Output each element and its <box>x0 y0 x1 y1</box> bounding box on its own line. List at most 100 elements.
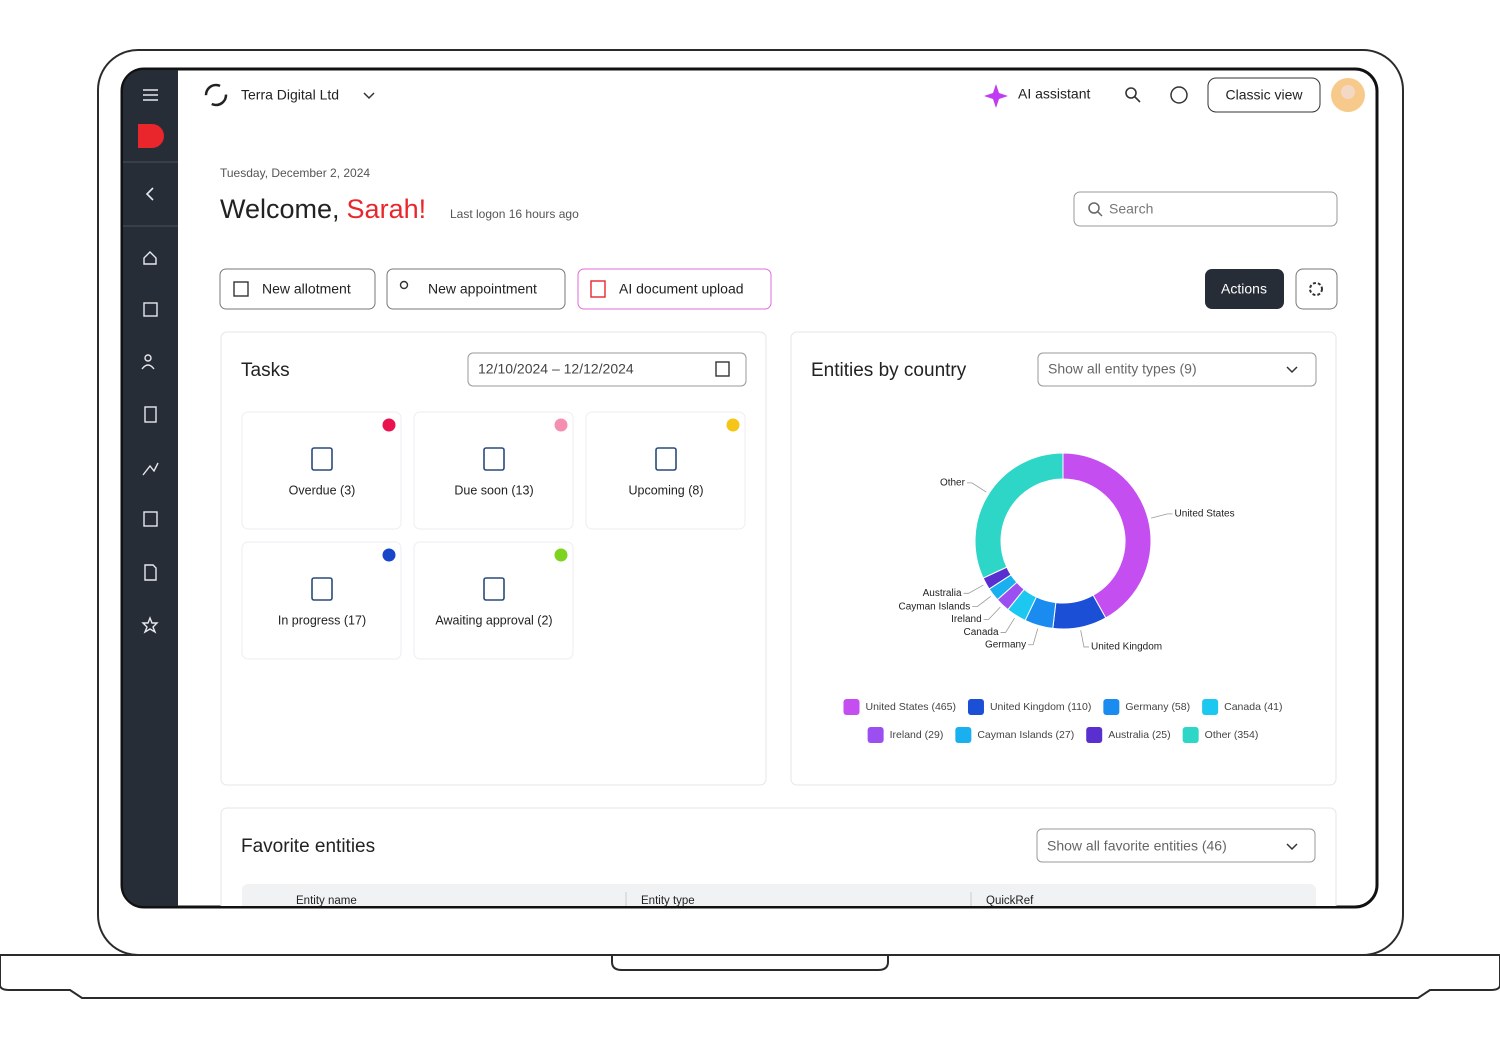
task-icon <box>311 447 333 471</box>
search-icon[interactable] <box>1125 87 1141 103</box>
table-header <box>242 884 1316 906</box>
date-range-input[interactable] <box>467 352 747 387</box>
task-icon <box>483 577 505 601</box>
slice-label: Cayman Islands <box>899 601 971 612</box>
column-header: Entity name <box>296 895 357 907</box>
legend-label: Germany (58) <box>1125 701 1190 713</box>
actions-button[interactable] <box>1205 269 1284 309</box>
leader-line <box>1000 617 1015 633</box>
avatar-face <box>1341 85 1355 99</box>
welcome: Welcome, Sarah! <box>220 194 426 224</box>
legend-label: Ireland (29) <box>890 729 944 741</box>
legend-swatch <box>1086 727 1103 743</box>
favorites-filter-label: Show all favorite entities (46) <box>1047 838 1227 854</box>
button-label: New appointment <box>428 281 537 297</box>
task-icon <box>483 447 505 471</box>
nav-file[interactable] <box>144 564 157 581</box>
nav-docs[interactable] <box>144 406 157 423</box>
help-icon[interactable] <box>1170 86 1188 104</box>
status-dot <box>726 418 740 432</box>
leader-line <box>1028 628 1039 646</box>
leader-line <box>1150 513 1173 519</box>
app: Terra Digital Ltd AI assistant Classic v… <box>123 70 1365 907</box>
slice[interactable] <box>1062 452 1152 619</box>
collapse-icon[interactable] <box>145 187 154 201</box>
search-box[interactable] <box>1073 191 1338 227</box>
settings-button[interactable] <box>1295 268 1338 310</box>
legend-swatch <box>955 727 972 743</box>
date: Tuesday, December 2, 2024 <box>220 166 370 180</box>
task-label: Awaiting approval (2) <box>435 613 552 627</box>
status-dot <box>554 548 568 562</box>
legend-label: Cayman Islands (27) <box>977 729 1074 741</box>
nav-home[interactable] <box>143 251 157 265</box>
upload-icon <box>590 280 606 298</box>
legend-label: United States (465) <box>866 701 956 713</box>
classic-view-label: Classic view <box>1225 87 1303 103</box>
status-dot <box>554 418 568 432</box>
slice-label: Australia <box>923 588 962 599</box>
nav-news[interactable] <box>143 511 158 527</box>
entities-panel <box>790 331 1337 786</box>
allotment-icon <box>233 281 249 297</box>
new-appointment-button[interactable] <box>386 268 566 310</box>
filter-chevron <box>1286 843 1298 851</box>
leader-line <box>963 584 984 594</box>
company-name[interactable]: Terra Digital Ltd <box>241 87 339 103</box>
status-dot <box>382 418 396 432</box>
status-dot <box>382 548 396 562</box>
task-label: Upcoming (8) <box>628 483 703 497</box>
button-label: New allotment <box>262 281 351 297</box>
ai-sparkle <box>984 84 1008 108</box>
slice-label: United Kingdom <box>1091 642 1162 653</box>
leader-line <box>966 482 987 493</box>
task-icon <box>655 447 677 471</box>
menu-icon[interactable] <box>143 89 158 101</box>
new-allotment-button[interactable] <box>219 268 376 310</box>
legend-swatch <box>1103 699 1120 715</box>
favorites-title: Favorite entities <box>241 836 375 857</box>
search-box-icon <box>1088 202 1103 217</box>
logo <box>138 124 164 148</box>
nav-people[interactable] <box>144 354 152 362</box>
ai-assistant[interactable]: AI assistant <box>1018 86 1090 102</box>
task-label: In progress (17) <box>278 613 366 627</box>
greeting: Welcome, <box>220 194 340 224</box>
leader-line <box>983 606 1001 620</box>
slice-label: Germany <box>985 639 1026 650</box>
legend-swatch <box>843 699 860 715</box>
slice-label: Other <box>940 478 966 489</box>
company-dropdown[interactable] <box>363 92 375 100</box>
task-cards: Overdue (3) Due soon (13) Upcoming (8) In p… <box>241 411 746 660</box>
classic-view-button[interactable] <box>1207 77 1321 113</box>
slice-label: Ireland <box>951 614 982 625</box>
nav-structure[interactable] <box>143 302 158 317</box>
slice[interactable] <box>974 452 1064 579</box>
company-logo <box>204 83 228 107</box>
search-placeholder: Search <box>1109 201 1153 217</box>
nav-people-body <box>141 364 155 370</box>
calendar-icon[interactable] <box>715 361 730 377</box>
table-columns: Entity name Entity type QuickRef <box>296 892 1034 907</box>
legend-swatch <box>867 727 884 743</box>
legend: United States (465) United Kingdom (110) G… <box>843 699 1283 743</box>
laptop-notch <box>611 955 889 971</box>
chart-title: Entities by country <box>811 360 967 381</box>
ai-upload-button[interactable] <box>577 268 772 310</box>
button-label: AI document upload <box>619 281 744 297</box>
slice-label: United States <box>1175 509 1235 520</box>
favorites-filter[interactable] <box>1036 828 1316 863</box>
task-label: Due soon (13) <box>454 483 533 497</box>
task-icon <box>311 577 333 601</box>
legend-swatch <box>1182 727 1199 743</box>
legend-label: Other (354) <box>1205 729 1259 741</box>
leader-line <box>972 595 991 608</box>
appointment-icon <box>399 280 409 290</box>
nav-chart[interactable] <box>142 462 159 476</box>
entity-filter[interactable] <box>1037 352 1317 387</box>
filter-chevron <box>1286 366 1298 374</box>
actions-label: Actions <box>1221 281 1267 297</box>
nav-favorites[interactable] <box>141 616 159 634</box>
settings-icon <box>1309 282 1323 296</box>
